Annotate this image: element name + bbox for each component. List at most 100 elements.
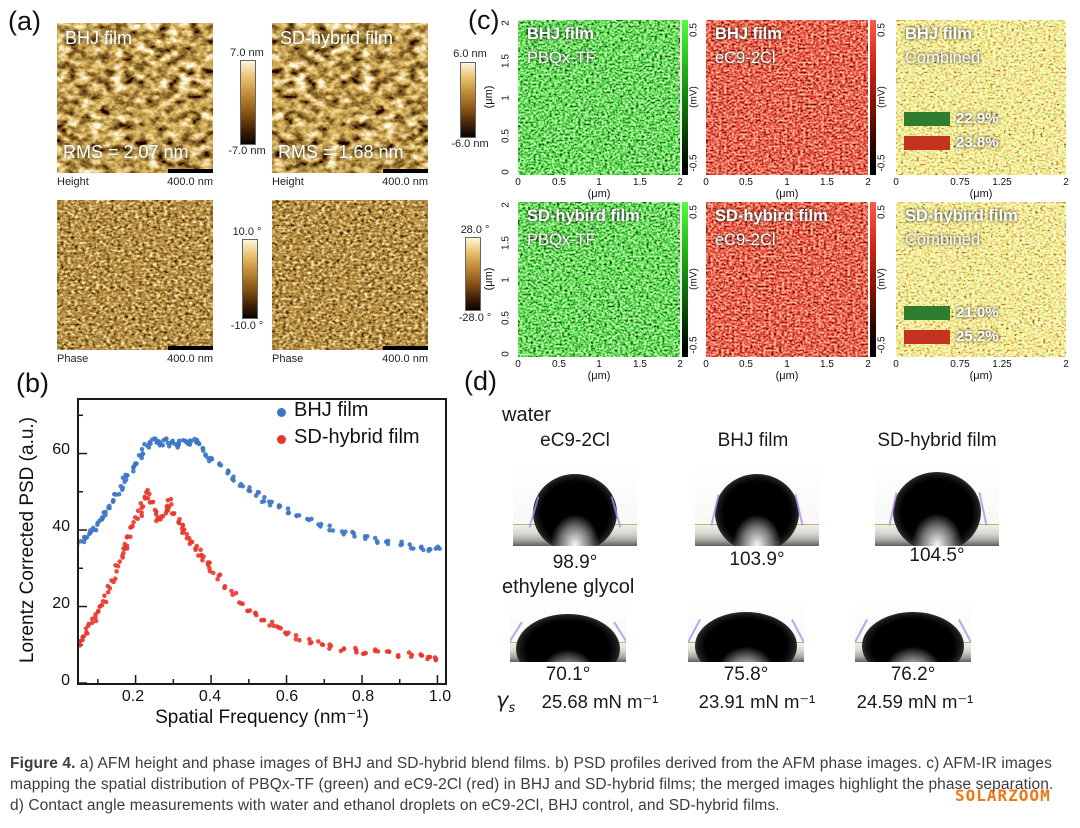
mv-colorbar-min: -0.5 [876,154,888,172]
c-x-tick: 0.5 [739,177,753,188]
green-colorbar [682,202,688,357]
mv-colorbar-max: 0.5 [688,23,700,37]
figure-number: Figure 4. [10,755,76,772]
c-y-tick: 0 [500,169,512,175]
green-fraction-value: 21.0% [956,304,999,321]
glycol-droplet [695,612,797,662]
y-tick-20: 20 [52,595,70,612]
afm-height-image-bhj: BHJ film RMS = 2.07 nm [57,23,213,173]
c-x-tick: 0.75 [950,177,970,188]
c-y-tick: 0.5 [500,129,512,143]
panel-d-label: (d) [464,366,497,396]
c-x-tick: 2 [865,177,871,188]
c-x-tick: 0 [703,359,709,370]
afm-ir-map-bhj-combined: BHJ film Combined 22.9% 23.8% [896,20,1066,175]
green-colorbar [682,20,688,175]
red-colorbar [870,202,876,357]
c-x-tick: 1 [784,359,790,370]
afm-texture [272,200,428,350]
c-x-tick: 1.25 [992,177,1012,188]
psd-plot [74,398,447,685]
figure-caption-line-1: Figure 4. a) AFM height and phase images… [10,755,1074,773]
droplet-highlight [733,514,781,546]
c-x-tick: 1.5 [820,359,834,370]
contact-angle-image-glycol-ec9 [510,598,626,662]
x-tick: 0.6 [275,688,299,705]
legend-dot-sd [277,435,286,444]
colorbar-min-label: -10.0 ° [230,320,264,332]
x-tick: 1.0 [428,688,452,705]
surface-energy-ec9: 25.68 mN m⁻¹ [541,691,659,712]
afm-ir-map-sd-pbqx: SD-hybird film PBQx-TF [518,202,680,357]
c-y-axis-unit: (μm) [483,85,495,109]
c-x-tick: 0 [703,177,709,188]
colorbar-max-label: 6.0 nm [453,48,487,60]
scale-bar [383,169,428,173]
map-subtitle: PBQx-TF [527,49,596,67]
c-x-tick: 0 [515,359,521,370]
c-y-tick: 1.5 [500,54,512,68]
afm-phase-image-sd [272,200,428,350]
surface-energy-symbol: γs [496,688,515,716]
x-tick: 0.8 [351,688,375,705]
c-y-tick: 1.5 [500,236,512,250]
green-fraction-value: 22.9% [956,110,999,127]
surface-energy-sd: 24.59 mN m⁻¹ [856,691,974,712]
scale-length-label: 400.0 nm [382,353,428,365]
c-x-tick: 1 [596,359,602,370]
mv-colorbar-min: -0.5 [876,336,888,354]
map-title: SD-hybird film [715,207,828,225]
caption-text: a) AFM height and phase images of BHJ an… [75,755,1052,772]
c-x-tick: 2 [677,177,683,188]
afm-image-title: BHJ film [65,28,132,48]
c-x-axis-unit: (μm) [775,188,799,200]
ir-texture-red [706,20,868,175]
droplet-highlight [717,647,775,662]
scale-bar [168,346,213,350]
map-title: SD-hybird film [527,207,640,225]
afm-phase-image-bhj [57,200,213,350]
c-x-tick: 1 [784,177,790,188]
c-y-tick: 1 [500,95,512,101]
phase-colorbar-bhj [242,239,258,319]
psd-x-axis-label: Spatial Frequency (nm⁻¹) [155,707,369,728]
c-x-tick: 0 [893,359,899,370]
ir-texture-red [706,202,868,357]
glycol-angle-sd: 76.2° [890,664,936,685]
droplet-highlight [884,647,942,662]
psd-scatter-canvas [74,414,442,684]
map-subtitle: eC9-2Cl [715,49,776,67]
contact-angle-image-glycol-sd [855,598,971,662]
c-x-tick: 1.5 [633,359,647,370]
scale-bar [168,169,213,173]
psd-y-axis-label: Lorentz Corrected PSD (a.u.) [17,416,38,664]
mv-colorbar-unit: (mV) [876,268,888,290]
mv-colorbar-min: -0.5 [688,336,700,354]
c-x-tick: 2 [1063,177,1069,188]
c-x-tick: 0 [515,177,521,188]
glycol-droplet [516,614,620,662]
afm-image-title: SD-hybrid film [280,28,394,48]
surface-energy-bhj: 23.91 mN m⁻¹ [698,691,816,712]
figure-caption-line-2: mapping the spatial distribution of PBQx… [10,776,1054,793]
water-angle-sd: 104.5° [909,545,965,566]
image-mode-label: Height [272,176,304,188]
red-fraction-swatch [904,330,950,344]
contact-angle-image-water-ec9 [513,462,637,546]
colorbar-max-label: 7.0 nm [230,47,264,59]
gamma-subscript: s [508,701,516,717]
column-header-ec9: eC9-2Cl [540,430,610,451]
column-header-bhj: BHJ film [717,430,789,451]
red-fraction-value: 25.2% [956,328,999,345]
mv-colorbar-unit: (mV) [876,86,888,108]
afm-ir-map-sd-ec9: SD-hybird film eC9-2Cl [706,202,868,357]
image-mode-label: Phase [272,353,304,365]
y-tick-40: 40 [52,518,70,535]
c-x-axis-unit: (μm) [587,370,611,382]
afm-texture [57,23,213,173]
contact-angle-image-glycol-bhj [688,598,804,662]
green-fraction-swatch [904,112,950,126]
c-x-axis-unit: (μm) [969,370,993,382]
droplet-highlight [538,650,598,662]
